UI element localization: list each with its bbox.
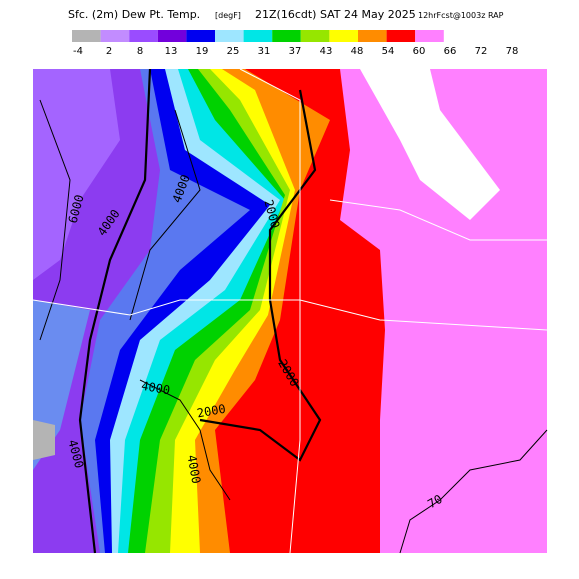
colorbar-label: 19: [196, 46, 209, 57]
colorbar-label: 78: [506, 46, 519, 57]
colorbar-label: -4: [73, 46, 83, 57]
colorbar-label: 72: [475, 46, 488, 57]
map-field: [32, 68, 548, 554]
colorbar-swatch: [72, 30, 101, 42]
contour-label: 70: [425, 492, 445, 511]
region: [33, 420, 55, 460]
colorbar: -4 2 8 13 19 25 31 37 43 48 54 60 66 72 78: [72, 30, 518, 57]
colorbar-swatch: [243, 30, 273, 42]
colorbar-swatch: [100, 30, 130, 42]
colorbar-label: 37: [289, 46, 302, 57]
title-part: 12hrFcst@1003z RAP: [418, 11, 504, 20]
colorbar-label: 2: [106, 46, 112, 57]
state-border: [329, 199, 547, 241]
colorbar-swatch: [186, 30, 215, 42]
colorbar-swatch: [329, 30, 358, 42]
title-part: 21Z(16cdt) SAT 24 May 2025: [255, 8, 416, 21]
colorbar-swatch: [272, 30, 301, 42]
colorbar-label: 66: [444, 46, 457, 57]
colorbar-label: 60: [413, 46, 426, 57]
colorbar-swatch: [157, 30, 187, 42]
colorbar-label: 13: [165, 46, 178, 57]
colorbar-swatch: [358, 30, 387, 42]
colorbar-swatch: [415, 30, 444, 42]
colorbar-swatch: [215, 30, 244, 42]
colorbar-label: 31: [258, 46, 271, 57]
colorbar-swatch: [386, 30, 416, 42]
colorbar-label: 48: [351, 46, 364, 57]
region: [33, 69, 120, 280]
title-part: Sfc. (2m) Dew Pt. Temp.: [68, 8, 200, 21]
state-border: [32, 299, 548, 331]
contour: [78, 68, 152, 554]
colorbar-label: 43: [320, 46, 333, 57]
contour-label: 4000: [185, 454, 204, 485]
contour: [129, 109, 201, 321]
region: [360, 69, 500, 220]
contour: [39, 99, 71, 341]
contour: [399, 429, 548, 554]
title-part: [degF]: [215, 11, 241, 20]
colorbar-swatch: [129, 30, 158, 42]
colorbar-swatch: [300, 30, 330, 42]
contour-label: 4000: [140, 379, 171, 398]
colorbar-label: 25: [227, 46, 240, 57]
contour: [139, 379, 231, 501]
colorbar-label: 54: [382, 46, 395, 57]
colorbar-label: 8: [137, 46, 143, 57]
state-border: [239, 68, 301, 554]
contour-label: 2000: [196, 402, 227, 421]
